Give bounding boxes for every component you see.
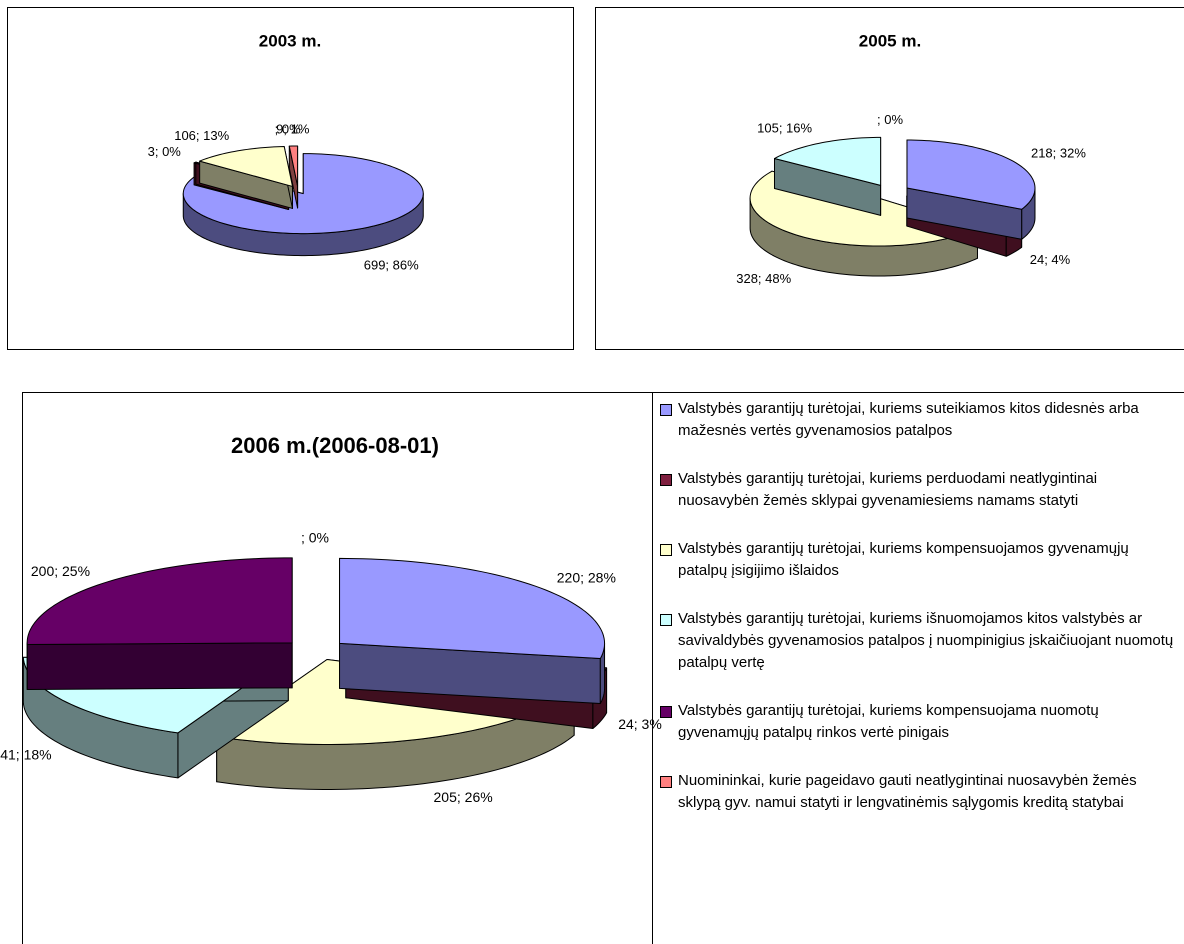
slice-top <box>288 145 299 187</box>
legend-swatch <box>660 614 672 626</box>
legend-label: Nuomininkai, kurie pageidavo gauti neatl… <box>678 772 1137 811</box>
chart-title: 2006 m.(2006-08-01) <box>231 433 439 458</box>
data-label: ; 0% <box>877 112 903 127</box>
data-label: 24; 4% <box>1030 252 1071 267</box>
legend-label: Valstybės garantijų turėtojai, kuriems p… <box>678 470 1098 509</box>
legend-item: Nuomininkai, kurie pageidavo gauti neatl… <box>660 770 1175 814</box>
legend-item: Valstybės garantijų turėtojai, kuriems k… <box>660 538 1175 582</box>
legend-item: Valstybės garantijų turėtojai, kuriems s… <box>660 398 1175 442</box>
data-label: 141; 18% <box>0 747 52 763</box>
chart-title: 2005 m. <box>859 31 921 50</box>
slice-top <box>26 557 293 646</box>
legend-swatch <box>660 706 672 718</box>
legend-label: Valstybės garantijų turėtojai, kuriems k… <box>678 540 1129 579</box>
legend-item: Valstybės garantijų turėtojai, kuriems p… <box>660 468 1175 512</box>
slice-top <box>773 136 882 186</box>
legend-item: Valstybės garantijų turėtojai, kuriems i… <box>660 608 1175 674</box>
legend-label: Valstybės garantijų turėtojai, kuriems s… <box>678 400 1139 439</box>
slice-top <box>339 557 606 660</box>
legend-swatch <box>660 404 672 416</box>
data-label: 106; 13% <box>174 128 229 143</box>
chart-frame <box>595 7 1184 350</box>
data-label: 699; 86% <box>364 257 419 272</box>
data-label: 3; 0% <box>148 144 182 159</box>
data-label: 205; 26% <box>434 789 493 805</box>
slice-top <box>199 146 293 187</box>
legend-swatch <box>660 544 672 556</box>
data-label: 9; 1% <box>276 121 310 136</box>
legend-label: Valstybės garantijų turėtojai, kuriems k… <box>678 702 1099 741</box>
data-label: 220; 28% <box>557 569 616 585</box>
legend-swatch <box>660 776 672 788</box>
slice-radial-wall <box>26 642 293 691</box>
data-label: ; 0% <box>275 122 301 137</box>
legend-item: Valstybės garantijų turėtojai, kuriems k… <box>660 700 1175 744</box>
chart-title: 2003 m. <box>259 31 321 50</box>
data-label: 24; 3% <box>618 716 662 732</box>
legend-label: Valstybės garantijų turėtojai, kuriems i… <box>678 610 1174 671</box>
legend-swatch <box>660 474 672 486</box>
data-label: ; 0% <box>301 529 329 545</box>
data-label: 200; 25% <box>31 563 90 579</box>
data-label: 218; 32% <box>1031 146 1086 161</box>
data-label: 105; 16% <box>757 120 812 135</box>
slice-top <box>906 139 1036 210</box>
legend: Valstybės garantijų turėtojai, kuriems s… <box>660 398 1175 840</box>
slice-top <box>182 153 424 235</box>
data-label: 328; 48% <box>736 271 791 286</box>
